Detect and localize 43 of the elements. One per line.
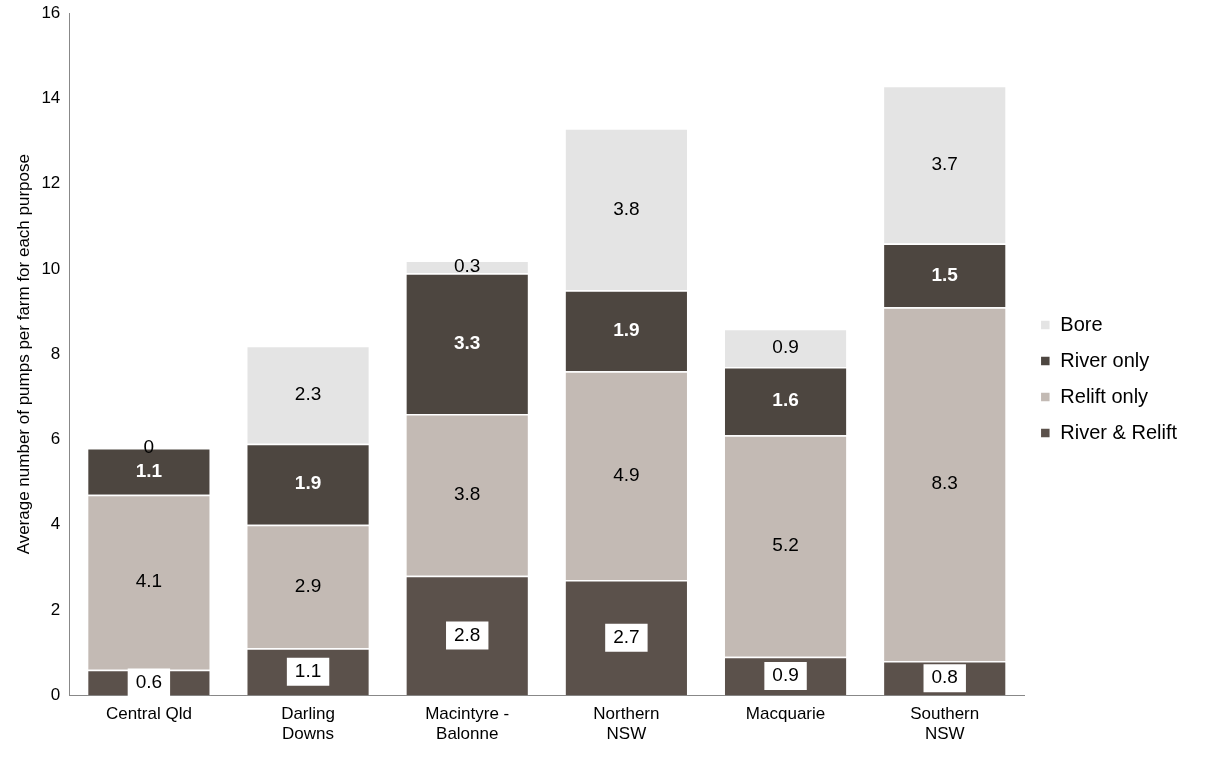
data-label: 0.9 — [772, 664, 799, 686]
y-tick-label: 2 — [50, 599, 61, 619]
x-tick-label: Southern NSW — [910, 704, 980, 744]
legend-label: River only — [1060, 348, 1150, 371]
data-label: 1.9 — [613, 318, 640, 340]
data-label: 4.9 — [613, 463, 640, 485]
y-tick-label: 10 — [41, 258, 61, 278]
y-tick-label: 16 — [41, 2, 61, 22]
y-tick-label: 8 — [50, 343, 61, 363]
data-label: 8.3 — [931, 472, 958, 494]
data-label: 1.6 — [772, 389, 799, 411]
y-tick-label: 6 — [50, 429, 61, 449]
data-label: 0.9 — [772, 336, 799, 358]
data-label: 3.7 — [931, 152, 958, 174]
data-label: 2.7 — [613, 625, 640, 647]
x-tick-label: Darling Downs — [281, 704, 335, 744]
data-label: 5.2 — [772, 534, 799, 556]
x-tick-label: Northern NSW — [593, 704, 660, 744]
data-label: 3.8 — [454, 483, 481, 505]
y-tick-label: 14 — [41, 88, 61, 108]
data-label: 4.1 — [135, 570, 163, 592]
data-label: 2.9 — [294, 574, 322, 596]
data-label: 1.5 — [931, 263, 959, 285]
y-tick-label: 0 — [50, 684, 61, 704]
data-label: 1.1 — [135, 459, 163, 481]
data-label: 1.9 — [294, 472, 322, 494]
data-label: 0.6 — [135, 670, 163, 692]
data-label: 1.1 — [294, 659, 322, 681]
x-tick-label: Macintyre - Balonne — [425, 704, 510, 744]
data-label: 3.3 — [454, 331, 481, 353]
y-axis-title: Average number of pumps per farm for each purpose — [13, 154, 33, 555]
data-label: 2.8 — [454, 623, 481, 645]
data-label: 0.8 — [931, 666, 958, 688]
data-label: 2.3 — [294, 382, 322, 404]
data-label: 3.8 — [613, 197, 640, 219]
legend-label: Bore — [1060, 312, 1103, 335]
y-tick-label: 4 — [50, 514, 61, 534]
x-tick-label: Central Qld — [105, 704, 192, 724]
data-label: 0.3 — [454, 255, 481, 277]
legend-label: River & Relift — [1060, 420, 1178, 443]
legend-label: Relift only — [1060, 384, 1149, 407]
x-tick-label: Macquarie — [745, 704, 826, 724]
y-tick-label: 12 — [41, 173, 61, 193]
